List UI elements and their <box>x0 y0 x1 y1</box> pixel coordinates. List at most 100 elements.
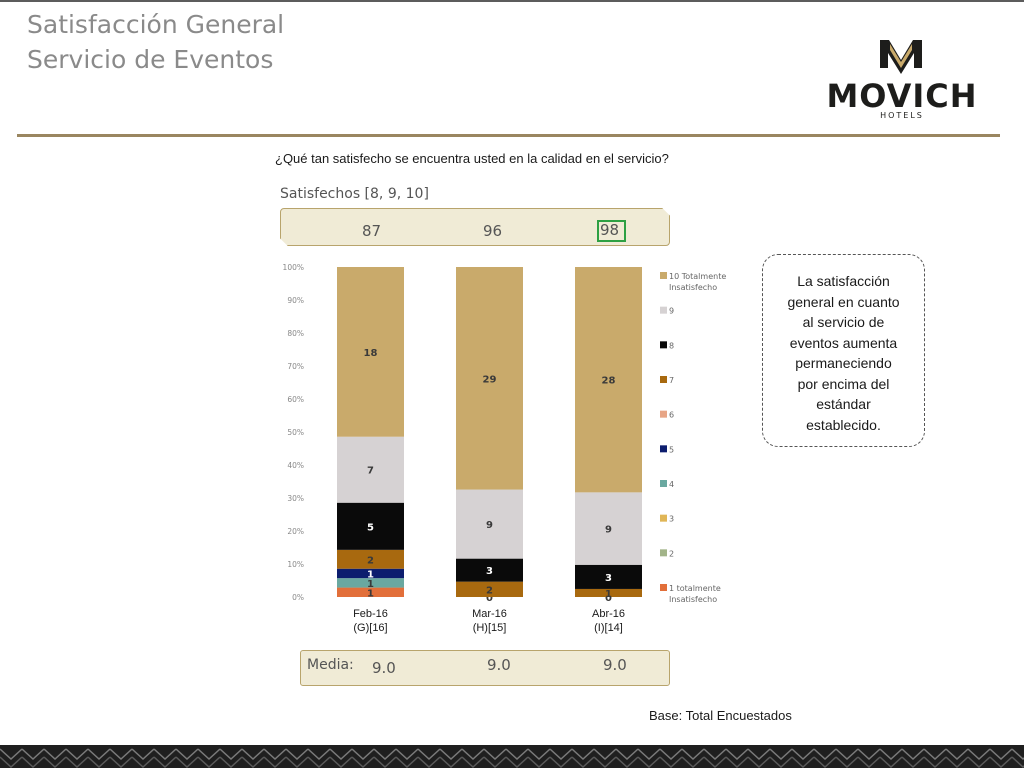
data-label: 3 <box>486 566 493 577</box>
y-tick-label: 70% <box>287 362 304 371</box>
data-label: 1 <box>605 589 612 600</box>
media-value-2: 9.0 <box>487 656 511 674</box>
callout-line: eventos aumenta <box>789 334 898 351</box>
callout-line: La satisfacción <box>797 273 890 289</box>
y-tick-label: 40% <box>287 461 304 470</box>
bar-segment <box>456 558 523 582</box>
legend-swatch <box>660 480 667 487</box>
legend-label: 5 <box>669 445 674 454</box>
bar-segment <box>575 588 642 597</box>
bar-segment <box>337 502 404 550</box>
insight-callout: La satisfacción general en cuanto al ser… <box>762 254 925 447</box>
logo-mark-icon <box>880 40 922 74</box>
bar-segment <box>456 581 523 597</box>
media-value-1: 9.0 <box>372 659 396 677</box>
bar-segment <box>337 267 404 437</box>
stacked-bar-chart: 0%10%20%30%40%50%60%70%80%90%100%1112571… <box>283 263 727 634</box>
footer-pattern <box>0 745 1024 768</box>
legend-swatch <box>660 549 667 557</box>
legend-label: 1 totalmente <box>669 584 721 593</box>
callout-line: general en cuanto <box>787 293 900 310</box>
bar-segment <box>337 568 404 579</box>
bar-segment <box>337 549 404 569</box>
callout-line: por encima del <box>797 375 890 392</box>
legend-swatch <box>660 306 667 314</box>
data-label: 0 <box>486 593 493 604</box>
y-tick-label: 90% <box>287 296 304 305</box>
bar-segment <box>337 436 404 503</box>
bar-segment <box>337 578 404 588</box>
y-tick-label: 50% <box>287 428 304 437</box>
data-label: 1 <box>367 579 374 590</box>
legend-swatch <box>660 341 667 349</box>
media-value-3: 9.0 <box>603 656 627 674</box>
callout-line: permaneciendo <box>795 355 892 371</box>
bar-segment <box>575 492 642 565</box>
bar-segment <box>456 489 523 559</box>
highlight-box <box>597 220 626 242</box>
legend-swatch <box>660 272 667 279</box>
media-banner <box>300 650 670 686</box>
satisfied-value-2: 96 <box>483 222 503 240</box>
legend-swatch <box>660 376 667 383</box>
header-divider <box>17 134 1000 137</box>
data-label: 5 <box>367 522 374 533</box>
x-tick-label: (I)[14] <box>594 622 623 634</box>
legend-label: 6 <box>669 411 674 420</box>
legend-label: 2 <box>669 549 674 558</box>
top-rule <box>0 0 1024 2</box>
data-label: 29 <box>483 374 497 385</box>
page-title: Satisfacción General <box>27 10 285 39</box>
x-tick-label: (G)[16] <box>353 622 387 634</box>
survey-question: ¿Qué tan satisfecho se encuentra usted e… <box>275 151 669 166</box>
legend-label: 4 <box>669 480 674 489</box>
data-label: 7 <box>367 466 374 477</box>
data-label: 1 <box>367 569 374 580</box>
legend-swatch <box>660 514 667 522</box>
y-tick-label: 60% <box>287 395 304 404</box>
legend-swatch <box>660 445 667 453</box>
data-label: 18 <box>364 348 378 359</box>
legend-label: Insatisfecho <box>669 283 717 292</box>
bar-segment <box>575 564 642 589</box>
legend-swatch <box>660 410 667 418</box>
y-tick-label: 10% <box>287 560 304 569</box>
y-tick-label: 0% <box>292 593 304 602</box>
legend-label: 10 Totalmente <box>669 272 726 281</box>
legend-label: 7 <box>669 376 674 385</box>
y-tick-label: 100% <box>283 263 304 272</box>
callout-line: estándar <box>816 396 871 412</box>
satisfied-value-3: 98 <box>600 221 620 239</box>
data-label: 2 <box>367 555 374 566</box>
x-tick-label: Abr-16 <box>592 608 625 620</box>
legend-label: 9 <box>669 307 674 316</box>
data-label: 28 <box>602 376 616 387</box>
legend-label: Insatisfecho <box>669 595 717 604</box>
y-tick-label: 20% <box>287 527 304 536</box>
callout-line: al servicio de <box>802 314 885 330</box>
logo-sub: HOTELS <box>880 111 924 120</box>
y-tick-label: 80% <box>287 329 304 338</box>
base-note: Base: Total Encuestados <box>649 708 792 723</box>
satisfied-banner <box>280 208 670 246</box>
satisfied-value-1: 87 <box>362 222 382 240</box>
data-label: 9 <box>486 520 493 531</box>
movich-logo: MOVICH HOTELS <box>826 40 977 120</box>
bar-segment <box>456 267 523 490</box>
data-label: 2 <box>486 585 493 596</box>
logo-name: MOVICH <box>826 77 977 115</box>
x-tick-label: Mar-16 <box>472 608 507 620</box>
data-label: 0 <box>605 593 612 604</box>
callout-line: establecido. <box>806 416 881 433</box>
legend-label: 8 <box>669 341 674 350</box>
y-tick-label: 30% <box>287 494 304 503</box>
data-label: 9 <box>605 525 612 536</box>
satisfied-label: Satisfechos [8, 9, 10] <box>280 186 429 202</box>
data-label: 1 <box>367 588 374 599</box>
media-label: Media: <box>307 657 354 673</box>
bar-segment <box>337 587 404 597</box>
page-subtitle: Servicio de Eventos <box>27 45 274 74</box>
x-tick-label: Feb-16 <box>353 608 388 620</box>
bar-segment <box>575 267 642 493</box>
x-tick-label: (H)[15] <box>473 622 507 634</box>
